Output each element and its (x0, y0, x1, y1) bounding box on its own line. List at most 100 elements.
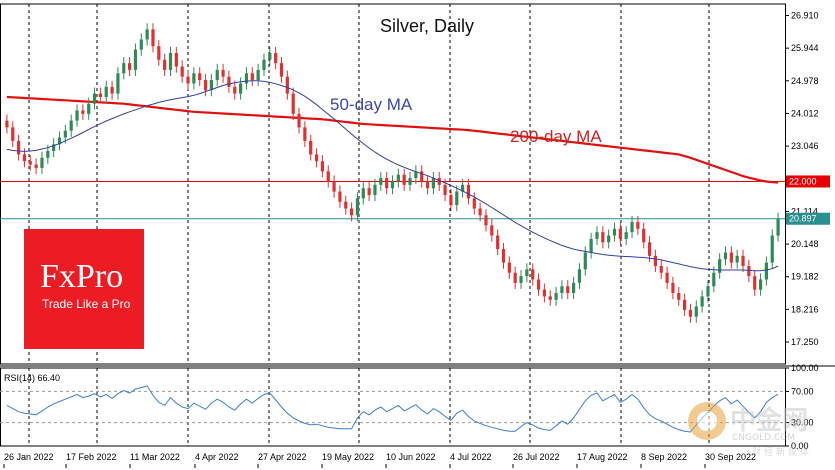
rsi-tick-label: 30.00 (791, 418, 814, 428)
ma200-line (6, 95, 779, 184)
candle-body (753, 276, 757, 290)
candle-body (110, 86, 114, 94)
rsi-tick-label: 70.00 (791, 386, 814, 396)
candle-body (151, 29, 155, 47)
candle-body (496, 235, 500, 250)
candle-body (145, 29, 149, 40)
candle-body (87, 103, 91, 114)
candle-body (168, 53, 173, 70)
candle-body (69, 120, 73, 131)
candle-body (250, 73, 254, 81)
candle-body (63, 130, 67, 138)
candle-body (326, 171, 330, 182)
candle-body (560, 286, 564, 294)
candle-body (46, 151, 50, 158)
candle-body (256, 69, 260, 81)
price-level-tags: 22.000 20.897 (786, 175, 830, 225)
candle-body (279, 63, 284, 77)
candle-body (624, 232, 628, 239)
candle-body (320, 161, 324, 172)
candle-body (163, 59, 167, 70)
candle-body (385, 178, 389, 189)
y-tick-label: 18.216 (791, 304, 819, 314)
x-tick-label: 17 Aug 2022 (577, 452, 628, 462)
candle-body (554, 293, 558, 300)
candle-body (688, 309, 693, 317)
x-tick-label: 27 Apr 2022 (258, 452, 307, 462)
candle-body (618, 228, 622, 239)
candle-body (373, 184, 377, 195)
candle-body (706, 286, 710, 297)
watermark-subtitle: 财经新媒体 (752, 448, 813, 458)
candle-body (98, 93, 102, 97)
candle-body (566, 286, 570, 294)
candle-body (274, 53, 278, 64)
candle-body (723, 252, 728, 260)
candle-body (659, 265, 663, 273)
candle-body (239, 83, 243, 94)
candle-body (81, 110, 85, 114)
level-tag (786, 175, 830, 188)
candle-body (133, 49, 138, 70)
candle-body (747, 265, 751, 277)
y-tick-label: 20.148 (791, 239, 819, 249)
ma50-line (6, 80, 779, 272)
candle-body (595, 232, 599, 239)
y-tick-label: 19.182 (791, 272, 819, 282)
candle-body (683, 299, 687, 310)
candle-body (536, 279, 541, 290)
candle-body (314, 154, 319, 162)
candle-body (309, 140, 313, 155)
candle-body (17, 140, 21, 155)
rsi-tick-label: 0.00 (791, 441, 809, 451)
candle-body (583, 252, 587, 270)
cngold-watermark: 中金网 CNGOLD.COM 财经新媒体 (688, 400, 828, 460)
candle-body (630, 222, 634, 233)
candle-body (653, 255, 657, 266)
watermark-name: 中金网 (730, 406, 809, 436)
y-tick-label: 17.250 (791, 337, 819, 347)
candle-body (262, 59, 266, 70)
x-tick-label: 19 May 2022 (322, 452, 374, 462)
candle-body (139, 39, 143, 50)
candle-body (22, 154, 27, 162)
candle-body (203, 80, 208, 91)
candle-body (729, 252, 733, 263)
candle-body (776, 218, 780, 236)
candle-body (414, 171, 418, 179)
x-tick-label: 11 Mar 2022 (130, 452, 180, 462)
candle-body (478, 208, 482, 216)
logo-name: FxPro (40, 258, 124, 295)
candle-body (572, 282, 576, 294)
candle-body (355, 198, 360, 216)
candle-body (548, 296, 552, 300)
x-tick-label: 26 Jan 2022 (4, 452, 54, 462)
candle-body (180, 66, 184, 77)
y-tick-label: 21.114 (791, 206, 818, 216)
candle-body (449, 194, 453, 206)
date-x-axis: 26 Jan 2022 17 Feb 2022 11 Mar 2022 4 Apr 2… (3, 452, 756, 468)
candle-body (601, 232, 605, 243)
candle-body (408, 178, 412, 185)
candle-body (344, 201, 348, 209)
candle-body (443, 184, 447, 195)
candle-body (186, 76, 190, 84)
ma50-annotation: 50-day MA (330, 95, 413, 114)
candle-body (671, 282, 675, 294)
x-tick-label: 17 Feb 2022 (66, 452, 117, 462)
y-tick-label: 26.910 (791, 10, 819, 20)
level-tag-label: 20.897 (789, 214, 817, 224)
candle-body (612, 228, 617, 236)
candle-body (472, 198, 476, 209)
candle-body (425, 181, 430, 189)
candle-body (122, 63, 126, 74)
candle-body (291, 93, 295, 114)
candle-body (507, 262, 511, 273)
watermark-site: CNGOLD.COM (732, 433, 796, 443)
candle-body (420, 171, 424, 182)
rsi-y-axis: 100.00 70.00 30.00 0.00 (785, 363, 819, 451)
x-tick-label: 26 Jul 2022 (513, 452, 560, 462)
ma200-annotation: 200-day MA (510, 127, 602, 146)
candle-body (735, 255, 739, 263)
level-tag (786, 212, 830, 225)
